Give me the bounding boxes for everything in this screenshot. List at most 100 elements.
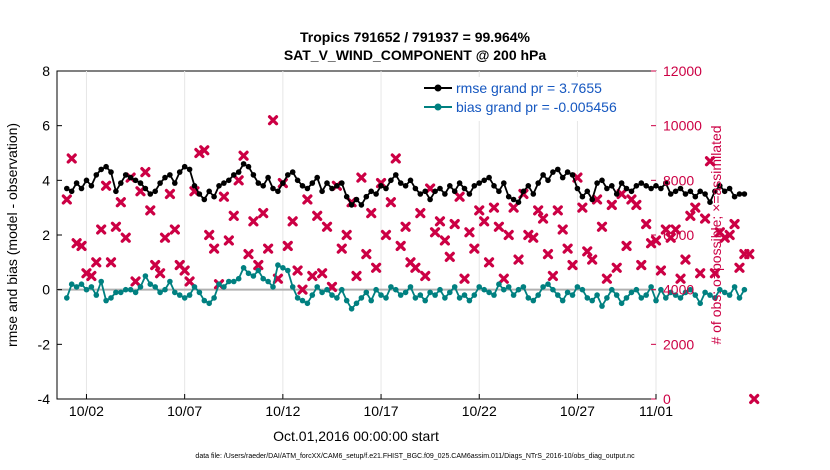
- bias-data-point: [108, 295, 114, 301]
- bias-data-point: [73, 284, 80, 290]
- rmse-data-point: [132, 177, 139, 184]
- bias-data-point: [181, 295, 188, 301]
- obs-count-marker: [528, 232, 539, 243]
- bias-data-point: [113, 289, 119, 296]
- bias-data-point: [667, 289, 674, 296]
- bias-data-point: [481, 286, 488, 293]
- obs-count-marker: [317, 268, 328, 279]
- obs-count-marker: [263, 243, 274, 254]
- bias-data-point: [98, 278, 104, 285]
- obs-count-marker: [140, 167, 151, 178]
- bias-data-point: [407, 284, 414, 290]
- bias-data-point: [559, 297, 566, 304]
- obs-count-marker: [356, 172, 367, 183]
- obs-count-marker: [469, 243, 480, 254]
- obs-count-marker: [155, 268, 166, 279]
- obs-count-marker: [660, 224, 671, 235]
- rmse-data-point: [122, 172, 129, 178]
- bias-data-point: [653, 297, 659, 304]
- rmse-data-point: [427, 196, 433, 203]
- bias-data-point: [731, 284, 738, 290]
- rmse-data-point: [113, 188, 119, 195]
- obs-count-marker: [464, 227, 475, 238]
- x-tick-label: 10/27: [560, 403, 595, 419]
- rmse-data-point: [643, 183, 649, 189]
- rmse-data-point: [692, 193, 699, 200]
- rmse-data-point: [147, 191, 154, 197]
- bias-data-point: [510, 292, 517, 298]
- bias-data-point: [447, 289, 453, 296]
- bias-data-point: [329, 292, 335, 298]
- rmse-data-point: [501, 180, 507, 186]
- obs-count-marker: [547, 270, 558, 282]
- bias-data-point: [712, 295, 718, 301]
- rmse-data-point: [579, 193, 586, 200]
- obs-count-marker: [729, 218, 740, 230]
- obs-count-marker: [591, 194, 603, 205]
- obs-count-marker: [105, 257, 117, 268]
- bias-data-point: [68, 281, 75, 288]
- left-tick-label: 8: [42, 63, 50, 79]
- rmse-data-point: [481, 177, 488, 184]
- rmse-data-point: [569, 172, 576, 178]
- obs-count-marker: [385, 197, 396, 208]
- rmse-data-point: [397, 180, 404, 186]
- obs-count-marker: [513, 254, 524, 265]
- bias-data-point: [623, 295, 630, 301]
- obs-count-marker: [601, 273, 613, 284]
- obs-count-marker: [110, 221, 122, 232]
- bias-data-point: [496, 281, 502, 288]
- rmse-data-point: [618, 180, 625, 186]
- obs-count-marker: [699, 213, 711, 224]
- x-axis-label: Oct.01,2016 00:00:00 start: [273, 428, 439, 444]
- bias-data-point: [697, 300, 703, 307]
- bias-data-point: [172, 289, 178, 296]
- rmse-data-point: [329, 185, 335, 192]
- bias-data-point: [393, 286, 399, 293]
- obs-count-marker: [488, 202, 500, 213]
- obs-markers-layer: [61, 115, 760, 405]
- left-tick-label: -2: [38, 336, 51, 352]
- bias-data-point: [412, 295, 419, 301]
- rmse-data-point: [265, 174, 271, 181]
- obs-count-marker: [307, 270, 318, 282]
- bias-data-point: [324, 286, 330, 293]
- rmse-data-point: [491, 183, 497, 189]
- bias-data-point: [741, 286, 748, 293]
- data-file-footnote: data file: /Users/raeder/DAI/ATM_forcXX/…: [195, 453, 635, 460]
- obs-count-marker: [130, 276, 141, 287]
- bias-data-point: [265, 278, 271, 285]
- rmse-series-layer: [64, 161, 748, 208]
- rmse-data-point: [245, 163, 252, 170]
- obs-count-marker: [542, 249, 554, 260]
- obs-count-marker: [209, 243, 220, 254]
- obs-count-marker: [184, 276, 195, 287]
- bias-data-point: [255, 267, 262, 274]
- rmse-data-point: [270, 185, 276, 192]
- bias-data-point: [525, 295, 532, 301]
- obs-count-marker: [650, 235, 662, 246]
- rmse-data-point: [702, 191, 708, 197]
- bias-data-point: [162, 286, 168, 293]
- rmse-data-point: [653, 183, 659, 189]
- obs-count-marker: [248, 216, 259, 227]
- bias-data-point: [167, 278, 173, 285]
- bias-data-point: [334, 295, 340, 301]
- bias-data-point: [569, 292, 576, 298]
- bias-data-point: [319, 289, 325, 296]
- left-tick-label: 0: [42, 282, 50, 298]
- rmse-data-point: [525, 183, 532, 189]
- obs-count-marker: [744, 249, 755, 260]
- rmse-data-point: [309, 180, 316, 186]
- rmse-data-point: [540, 172, 546, 178]
- bias-data-point: [648, 284, 654, 290]
- bias-data-point: [505, 284, 512, 290]
- rmse-data-point: [417, 191, 424, 197]
- rmse-data-point: [280, 180, 286, 186]
- bias-data-point: [304, 300, 311, 307]
- legend-rmse-label: rmse grand pr = 3.7655: [456, 80, 602, 96]
- obs-count-marker: [223, 235, 234, 246]
- bias-data-point: [628, 289, 635, 296]
- obs-count-marker: [164, 188, 176, 200]
- bias-data-point: [427, 289, 433, 296]
